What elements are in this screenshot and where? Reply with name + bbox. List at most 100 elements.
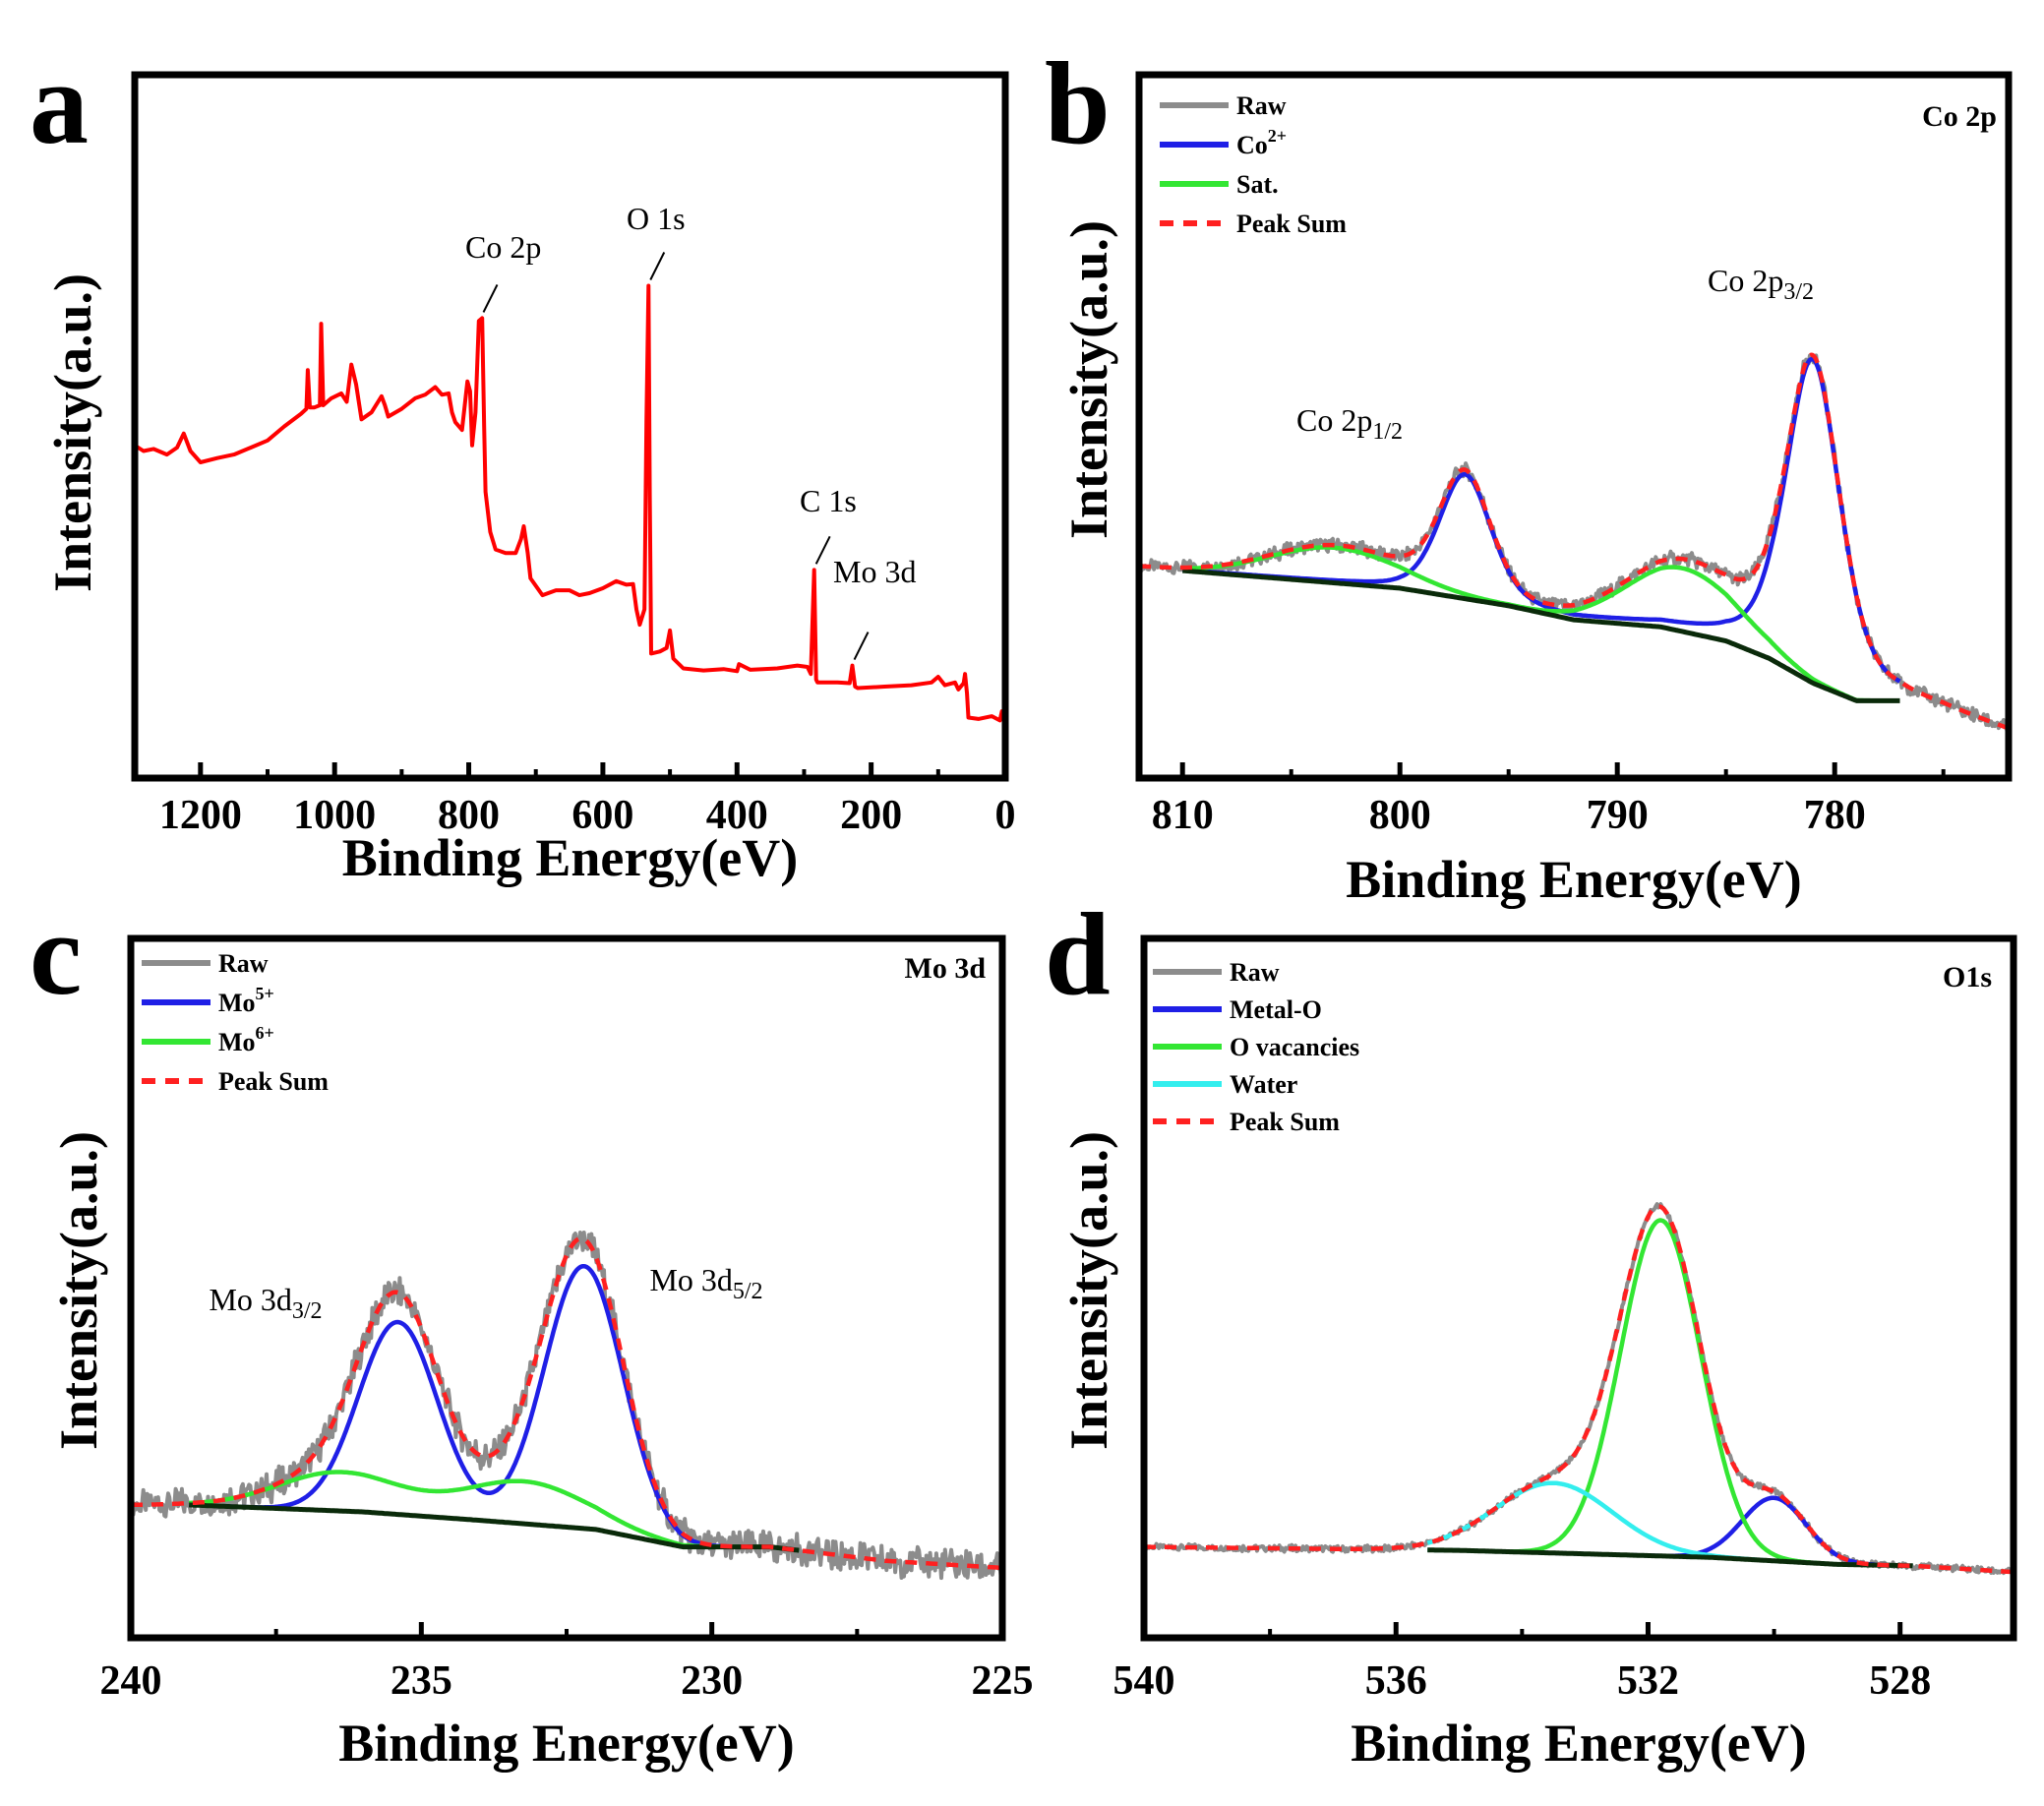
x-tick-label: 800 — [1369, 793, 1431, 838]
peak-annotation: O 1s — [627, 201, 686, 236]
legend-label: Raw — [218, 949, 269, 978]
annotation-text: Mo 3d — [649, 1262, 732, 1297]
x-axis-label: Binding Energy(eV) — [1346, 850, 1802, 909]
plot-frame — [131, 71, 1009, 782]
annotation-leader-line — [649, 252, 666, 280]
annotation-sub: 3/2 — [1783, 279, 1814, 305]
legend-text: Raw — [1230, 958, 1280, 987]
legend-sup: 2+ — [1268, 126, 1287, 146]
panel-a: a Co 2p O 1s C 1s Mo 3d 1200 1000 800 600 400 200 0… — [30, 37, 1016, 887]
annotation-text: Co 2p — [1708, 263, 1783, 298]
legend-label: Peak Sum — [218, 1067, 329, 1096]
annotation-leader-line — [482, 283, 499, 313]
legend-text: O vacancies — [1230, 1033, 1359, 1061]
legend-text: Co — [1236, 131, 1268, 159]
annotation-leader-line — [814, 535, 831, 565]
background-line — [1426, 1547, 1914, 1569]
x-tick-label: 1200 — [159, 793, 242, 838]
x-tick-label: 810 — [1152, 793, 1214, 838]
panel-letter: d — [1045, 888, 1111, 1019]
plot-frame — [1135, 71, 2013, 782]
legend-label: Metal-O — [1230, 995, 1322, 1024]
plot-area — [1139, 352, 2009, 735]
x-axis-label: Binding Energy(eV) — [342, 828, 799, 887]
legend-label: Peak Sum — [1236, 210, 1347, 238]
legend-label: Sat. — [1236, 170, 1279, 199]
annotation-text: Mo 3d — [209, 1282, 291, 1317]
annotation-sub: 3/2 — [292, 1298, 323, 1324]
legend-label: Raw — [1230, 958, 1280, 987]
y-axis-label: Intensity(a.u.) — [49, 1131, 108, 1450]
x-tick-label: 1000 — [293, 793, 376, 838]
plot-frame — [1140, 934, 2017, 1642]
legend-text: Peak Sum — [218, 1067, 329, 1096]
x-tick-label: 780 — [1804, 793, 1866, 838]
x-tick-label: 600 — [571, 793, 633, 838]
peak-annotation: Co 2p1/2 — [1296, 402, 1403, 445]
annotation-sub: 5/2 — [733, 1279, 763, 1304]
legend-sup: 5+ — [256, 984, 274, 1003]
background-line — [188, 1502, 801, 1553]
x-tick-label: 235 — [391, 1658, 452, 1704]
x-tick-label: 536 — [1365, 1658, 1427, 1704]
panel-letter: a — [30, 37, 89, 168]
raw-data-line — [131, 1231, 1002, 1581]
legend-label: Raw — [1236, 91, 1287, 120]
x-axis-label: Binding Energy(eV) — [338, 1714, 795, 1773]
peak-sum-line — [1144, 1204, 2014, 1575]
legend-sup: 6+ — [256, 1023, 274, 1043]
x-tick-label: 790 — [1587, 793, 1649, 838]
panel-title: O1s — [1943, 961, 1992, 993]
legend-text: Sat. — [1236, 170, 1279, 199]
peak-sum-line — [1139, 352, 2009, 731]
peak-annotation: Mo 3d — [833, 554, 916, 589]
legend-label: O vacancies — [1230, 1033, 1359, 1061]
x-tick-label: 540 — [1113, 1658, 1175, 1704]
x-tick-label: 532 — [1617, 1658, 1679, 1704]
legend-label: Mo5+ — [218, 984, 274, 1017]
legend-label: Mo6+ — [218, 1023, 274, 1056]
panel-title: Co 2p — [1922, 100, 1997, 133]
panel-letter: b — [1045, 37, 1111, 168]
panel-letter: c — [30, 888, 82, 1019]
x-tick-label: 528 — [1869, 1658, 1931, 1704]
annotation-sub: 1/2 — [1372, 419, 1403, 445]
y-axis-label: Intensity(a.u.) — [43, 273, 102, 592]
background-line — [1181, 568, 1901, 703]
legend-text: Water — [1230, 1070, 1297, 1099]
panel-title: Mo 3d — [905, 952, 987, 985]
legend-text: Raw — [1236, 91, 1287, 120]
annotation-leader-line — [853, 632, 870, 661]
x-tick-label: 800 — [438, 793, 500, 838]
legend-text: Peak Sum — [1230, 1108, 1340, 1136]
peak-annotation: Co 2p3/2 — [1708, 263, 1814, 305]
x-tick-label: 400 — [706, 793, 768, 838]
legend-text: Peak Sum — [1236, 210, 1347, 238]
plot-area — [135, 283, 1005, 723]
component-line-mo5- — [188, 1263, 800, 1553]
x-tick-label: 0 — [995, 793, 1016, 838]
x-tick-label: 240 — [100, 1658, 162, 1704]
peak-annotation: Co 2p — [465, 229, 541, 265]
peak-sum-line — [131, 1235, 1002, 1571]
raw-data-line — [1139, 353, 2009, 735]
legend-text: Raw — [218, 949, 269, 978]
series-line-survey — [135, 283, 1005, 723]
y-axis-label: Intensity(a.u.) — [1059, 220, 1118, 539]
component-line-o-vacancies — [1426, 1218, 1914, 1569]
legend-label: Co2+ — [1236, 126, 1287, 159]
x-axis-label: Binding Energy(eV) — [1351, 1714, 1807, 1773]
x-tick-label: 225 — [972, 1658, 1034, 1704]
legend-label: Water — [1230, 1070, 1297, 1099]
x-tick-label: 200 — [840, 793, 902, 838]
panel-d: d Raw Metal-O O vacancies Water Peak Sum O1s 54… — [1045, 888, 2017, 1773]
legend-label: Peak Sum — [1230, 1108, 1340, 1136]
legend-text: Mo — [218, 1028, 256, 1056]
peak-annotation: Mo 3d3/2 — [209, 1282, 322, 1324]
component-line-co2- — [1181, 356, 1901, 684]
peak-annotation: Mo 3d5/2 — [649, 1262, 762, 1304]
y-axis-label: Intensity(a.u.) — [1059, 1131, 1118, 1450]
